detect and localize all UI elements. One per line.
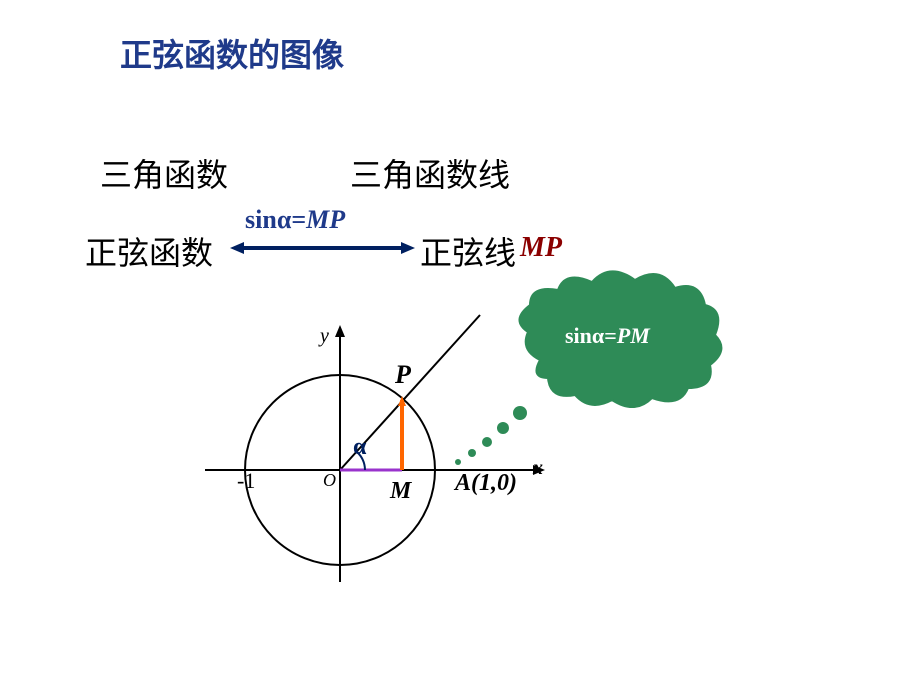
label-x: x: [533, 457, 543, 480]
thought-cloud: [455, 271, 721, 465]
label-point-a: A(1,0): [455, 470, 517, 497]
cloud-pm: PM: [617, 323, 650, 348]
double-arrow: [230, 242, 415, 254]
label-point-m: M: [390, 478, 411, 505]
label-neg1: -1: [237, 468, 255, 494]
cloud-eq: =: [604, 323, 617, 348]
label-point-p: P: [395, 360, 411, 390]
label-alpha: α: [353, 434, 366, 461]
unit-circle-diagram: [205, 315, 545, 582]
main-svg: [0, 0, 920, 690]
cloud-alpha: α: [592, 323, 604, 348]
label-origin: O: [323, 470, 336, 491]
label-y: y: [320, 325, 329, 348]
cloud-text: sinα=PM: [565, 323, 650, 349]
cloud-sin: sin: [565, 323, 592, 348]
